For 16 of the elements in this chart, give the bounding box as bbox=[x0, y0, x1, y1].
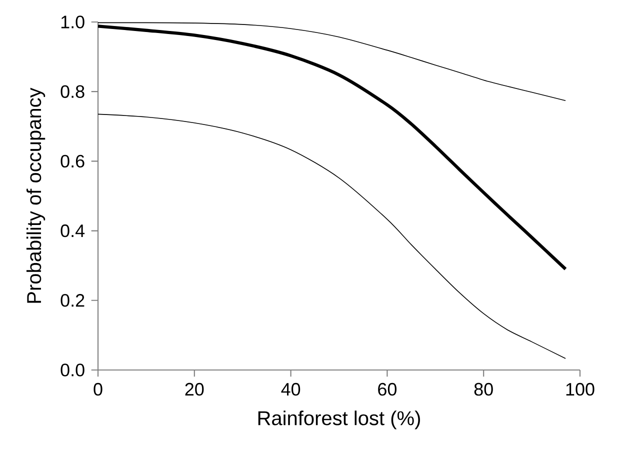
x-tick-label: 0 bbox=[94, 382, 102, 396]
y-tick-label: 0.4 bbox=[60, 224, 85, 238]
y-tick-label: 0.2 bbox=[60, 294, 84, 307]
line-series bbox=[96, 24, 568, 271]
y-tick-label: 0.0 bbox=[60, 364, 84, 376]
x-tick-label: 80 bbox=[474, 382, 493, 396]
y-tick-label: 0.8 bbox=[60, 85, 84, 98]
x-axis-title: Rainforest lost (%) bbox=[258, 410, 420, 430]
x-tick-label: 60 bbox=[378, 382, 397, 396]
y-tick-label: 1.0 bbox=[61, 16, 84, 28]
x-tick-label: 40 bbox=[281, 382, 300, 396]
x-tick-label: 20 bbox=[185, 382, 204, 396]
line-series bbox=[98, 114, 566, 359]
y-axis-title: Probability of occupancy bbox=[26, 88, 46, 303]
x-tick-label: 100 bbox=[566, 382, 594, 396]
y-tick-label: 0.6 bbox=[60, 154, 84, 168]
